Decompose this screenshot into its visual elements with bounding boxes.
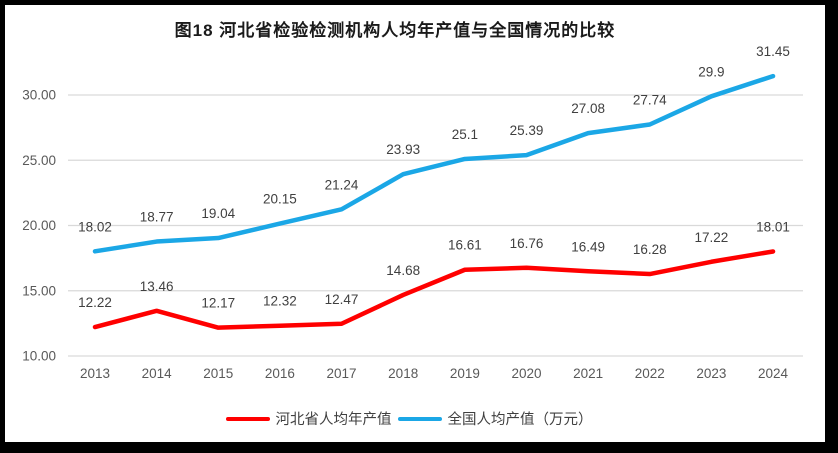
data-label-national: 25.1: [452, 127, 478, 142]
data-label-national: 23.93: [386, 142, 420, 157]
legend-swatch-national-icon: [397, 416, 442, 421]
legend: 河北省人均年产值 全国人均产值（万元）: [5, 408, 813, 429]
x-tick-label: 2016: [265, 366, 295, 381]
x-tick-label: 2020: [511, 366, 541, 381]
x-tick-label: 2015: [203, 366, 233, 381]
data-label-hebei: 16.76: [510, 236, 544, 251]
y-tick-label: 10.00: [22, 349, 56, 364]
data-label-hebei: 12.32: [263, 294, 297, 309]
legend-item-national: 全国人均产值（万元）: [397, 408, 593, 429]
data-label-hebei: 18.01: [756, 219, 790, 234]
data-label-national: 21.24: [325, 177, 359, 192]
x-tick-label: 2024: [758, 366, 789, 381]
legend-item-hebei: 河北省人均年产值: [225, 408, 392, 429]
data-label-national: 25.39: [510, 123, 544, 138]
data-label-hebei: 16.61: [448, 238, 482, 253]
legend-label-national: 全国人均产值（万元）: [447, 412, 593, 428]
data-label-hebei: 17.22: [695, 230, 729, 245]
x-tick-label: 2022: [635, 366, 665, 381]
data-label-national: 31.45: [756, 44, 790, 59]
data-label-hebei: 13.46: [140, 279, 174, 294]
x-tick-label: 2018: [388, 366, 418, 381]
data-label-national: 27.74: [633, 92, 667, 107]
data-label-hebei: 12.17: [201, 296, 235, 311]
y-tick-label: 20.00: [22, 218, 56, 233]
y-tick-label: 25.00: [22, 153, 56, 168]
data-label-national: 18.77: [140, 210, 174, 225]
line-chart: 30.00 25.00 20.00 15.00 10.00 2013 2014 2015 201…: [22, 44, 803, 381]
series-line-hebei: [92, 249, 776, 330]
series-line-national: [92, 73, 776, 254]
chart-title: 图18 河北省检验检测机构人均年产值与全国情况的比较: [174, 21, 616, 40]
x-tick-label: 2014: [142, 366, 173, 381]
legend-label-hebei: 河北省人均年产值: [275, 412, 392, 428]
x-tick-label: 2021: [573, 366, 603, 381]
data-label-hebei: 16.28: [633, 242, 667, 257]
x-tick-label: 2017: [327, 366, 357, 381]
data-label-national: 18.02: [78, 219, 112, 234]
data-label-hebei: 12.22: [78, 295, 112, 310]
x-tick-label: 2019: [450, 366, 480, 381]
data-label-hebei: 12.47: [325, 292, 359, 307]
data-label-national: 29.9: [698, 64, 724, 79]
y-tick-label: 30.00: [22, 88, 56, 103]
data-label-national: 20.15: [263, 192, 297, 207]
legend-swatch-hebei-icon: [225, 416, 270, 421]
y-tick-label: 15.00: [22, 283, 56, 298]
data-label-national: 19.04: [201, 206, 235, 221]
x-tick-label: 2013: [80, 366, 110, 381]
data-label-hebei: 14.68: [386, 263, 420, 278]
data-label-national: 27.08: [571, 101, 605, 116]
x-tick-label: 2023: [696, 366, 726, 381]
data-label-hebei: 16.49: [571, 239, 605, 254]
